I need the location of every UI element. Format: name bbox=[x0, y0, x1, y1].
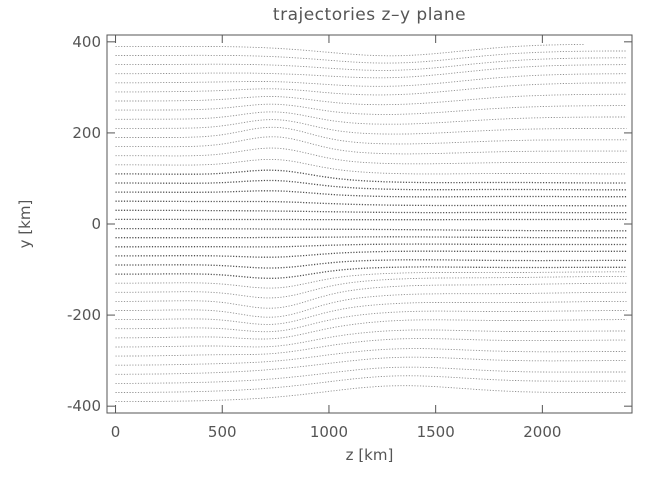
y-axis-title: y [km] bbox=[16, 200, 34, 249]
trajectory-line bbox=[115, 243, 627, 248]
trajectory-line bbox=[115, 147, 627, 165]
y-tick-label: 400 bbox=[72, 33, 101, 51]
trajectory-line bbox=[115, 319, 627, 340]
trajectory-line bbox=[115, 119, 627, 135]
trajectory-line bbox=[115, 73, 627, 87]
trajectory-line bbox=[115, 329, 627, 348]
y-tick-label: -400 bbox=[67, 397, 101, 415]
trajectory-marks bbox=[115, 43, 627, 403]
trajectory-line bbox=[115, 310, 627, 333]
trajectory-line bbox=[115, 375, 627, 393]
x-tick-label: 1500 bbox=[417, 423, 455, 441]
y-tick-label: 0 bbox=[91, 215, 101, 233]
x-axis-title: z [km] bbox=[346, 446, 394, 464]
trajectory-line bbox=[115, 227, 627, 232]
trajectory-line bbox=[115, 282, 627, 309]
trajectory-line bbox=[115, 57, 627, 71]
x-axis: 0 500 1000 1500 2000 bbox=[111, 35, 561, 441]
trajectory-line bbox=[115, 300, 627, 325]
trajectory-line bbox=[115, 136, 627, 155]
plot-title: trajectories z–y plane bbox=[273, 5, 466, 25]
trajectory-line bbox=[115, 179, 627, 191]
trajectory-line bbox=[115, 111, 627, 125]
trajectory-line bbox=[115, 103, 627, 115]
trajectory-line bbox=[115, 259, 627, 269]
trajectory-line bbox=[115, 43, 585, 57]
trajectory-line bbox=[115, 385, 627, 403]
trajectory-line bbox=[115, 266, 627, 279]
x-tick-label: 2000 bbox=[523, 423, 561, 441]
trajectory-line bbox=[115, 93, 627, 106]
trajectory-line bbox=[115, 190, 627, 198]
x-tick-label: 0 bbox=[111, 423, 121, 441]
trajectory-line bbox=[115, 338, 627, 357]
x-tick-label: 1000 bbox=[310, 423, 348, 441]
trajectory-line bbox=[115, 366, 627, 384]
trajectory-line bbox=[115, 158, 627, 175]
trajectory-line bbox=[115, 126, 627, 145]
trajectory-line bbox=[115, 348, 627, 366]
y-tick-label: -200 bbox=[67, 306, 101, 324]
trajectory-line bbox=[115, 275, 627, 299]
trajectory-line bbox=[115, 291, 627, 318]
trajectory-line bbox=[115, 236, 627, 239]
y-axis: -400 -200 0 200 400 bbox=[67, 33, 632, 415]
trajectory-line bbox=[115, 250, 627, 258]
x-tick-label: 500 bbox=[208, 423, 237, 441]
y-tick-label: 200 bbox=[72, 124, 101, 142]
trajectory-line bbox=[115, 200, 627, 207]
trajectory-line bbox=[115, 64, 627, 79]
trajectory-line bbox=[115, 169, 627, 184]
trajectory-line bbox=[115, 82, 627, 96]
trajectory-line bbox=[115, 356, 627, 375]
trajectory-line bbox=[115, 50, 627, 64]
trajectory-line bbox=[115, 209, 627, 214]
